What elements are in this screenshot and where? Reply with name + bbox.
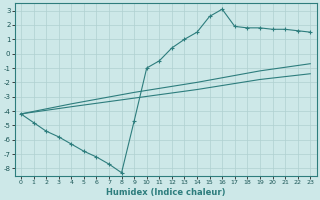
X-axis label: Humidex (Indice chaleur): Humidex (Indice chaleur) (106, 188, 225, 197)
